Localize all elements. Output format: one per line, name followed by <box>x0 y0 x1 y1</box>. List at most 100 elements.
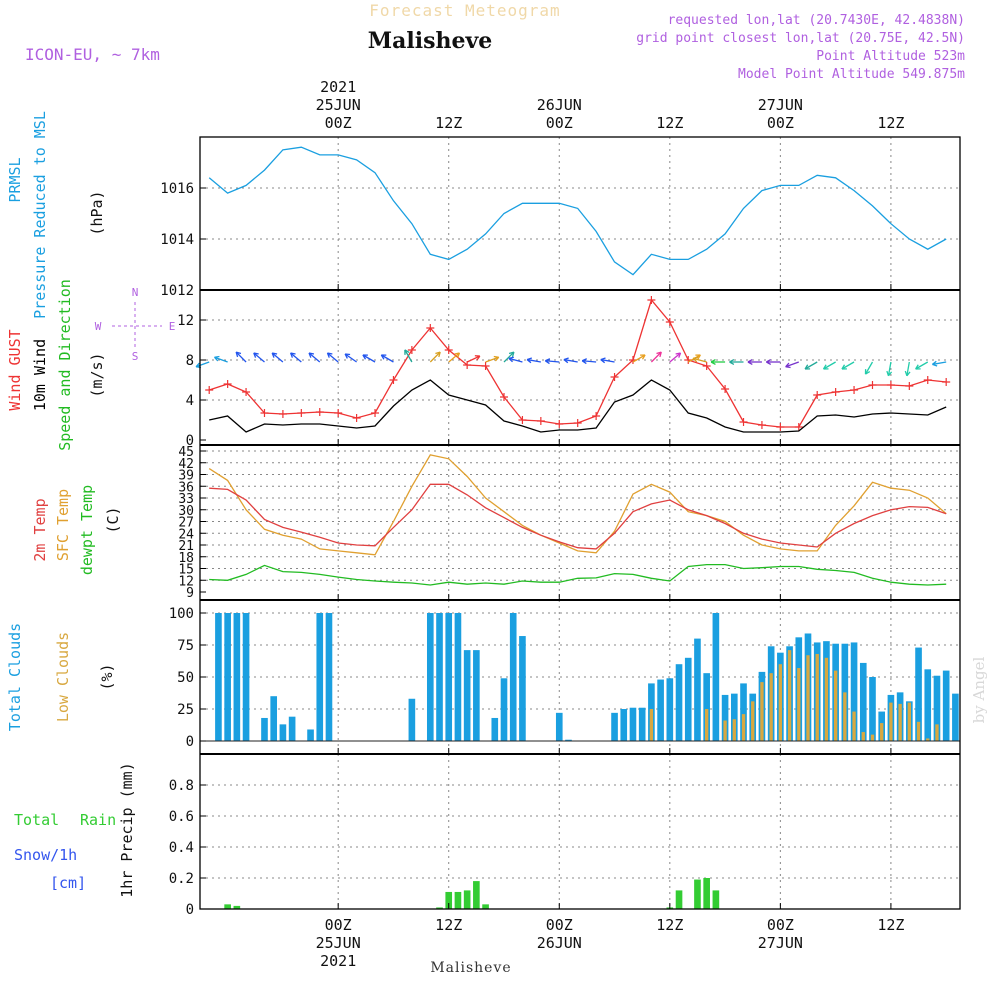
low-cloud-bar <box>732 719 736 741</box>
low-cloud-bar <box>898 703 902 741</box>
wind-arrow-head <box>563 357 569 364</box>
wind-arrow <box>563 358 578 363</box>
wind-tick-label: 12 <box>177 313 194 329</box>
gust-marker <box>297 409 306 417</box>
total-cloud-bar <box>491 717 499 741</box>
bottom-time-label: 12Z <box>435 916 462 934</box>
sfc-temp-label: SFC Temp <box>54 489 72 561</box>
wind-arrow-head <box>253 352 259 358</box>
compass-south: S <box>132 350 139 363</box>
low-cloud-bar <box>787 650 792 741</box>
low-cloud-bar <box>815 653 819 741</box>
wind-arrow <box>887 361 892 376</box>
wind-arrow-head <box>344 353 351 359</box>
total-cloud-bar <box>325 613 333 741</box>
total-cloud-bar <box>933 675 941 741</box>
total-cloud-bar <box>657 679 664 741</box>
gust-marker <box>813 391 822 399</box>
total-cloud-bar <box>261 717 268 741</box>
pressure-tick-label: 1014 <box>160 232 194 248</box>
total-cloud-bar <box>869 677 876 741</box>
wind-arrow-head <box>380 354 387 360</box>
total-cloud-bar <box>224 613 231 741</box>
total-cloud-bar <box>629 707 637 741</box>
gust-marker <box>518 416 527 424</box>
pressure-unit: (hPa) <box>88 190 106 235</box>
total-cloud-bar <box>712 613 720 741</box>
rain-bar <box>454 891 462 909</box>
total-cloud-bar <box>426 613 434 741</box>
wind-arrow <box>485 356 499 363</box>
gust-marker <box>371 409 380 417</box>
wind-arrow-head <box>675 352 682 358</box>
pressure-label-msl: Pressure Reduced to MSL <box>31 111 49 319</box>
bottom-time-label: 26JUN <box>537 934 582 952</box>
wind-arrow <box>448 352 460 363</box>
total-cloud-bar <box>316 613 324 741</box>
dewpt-temp-label: dewpt Temp <box>78 485 96 575</box>
top-time-label: 27JUN <box>758 96 803 114</box>
gust-marker <box>536 417 545 425</box>
low-cloud-bar <box>824 657 829 741</box>
wind-arrow-head <box>235 351 242 358</box>
rain-bar <box>473 881 480 909</box>
wind-arrow <box>864 361 874 375</box>
wind-arrow <box>503 351 515 363</box>
rain-bar <box>445 891 453 909</box>
bottom-time-label: 27JUN <box>758 934 803 952</box>
gust-marker <box>426 324 435 332</box>
low-cloud-bar <box>880 723 884 741</box>
total-cloud-bar <box>694 638 701 741</box>
temp-tick-label: 33 <box>178 492 194 507</box>
wind-arrow-head <box>710 359 716 365</box>
wind-direction-label: Speed and Direction <box>56 279 74 451</box>
wind-arrow-head <box>841 364 847 370</box>
total-cloud-bar <box>730 693 738 741</box>
top-time-label: 00Z <box>546 114 573 132</box>
wind-arrow-head <box>508 351 515 358</box>
gust-marker <box>260 409 269 417</box>
wind-10m-label: 10m Wind <box>31 339 49 411</box>
wind-arrow-head <box>822 364 829 370</box>
total-cloud-bar <box>924 669 932 741</box>
wind-arrow <box>692 357 707 363</box>
wind-arrow-head <box>290 352 296 358</box>
rain-label: Rain <box>80 811 116 829</box>
low-cloud-bar <box>769 673 773 741</box>
total-cloud-bar <box>915 647 922 741</box>
wind-arrow <box>785 361 800 368</box>
wind-arrow <box>466 355 481 363</box>
top-time-label: 12Z <box>656 114 683 132</box>
bottom-time-label: 00Z <box>767 916 794 934</box>
top-time-label: 00Z <box>325 114 352 132</box>
total-cloud-bar <box>463 650 471 741</box>
rain-bar <box>675 890 683 909</box>
top-time-label: 2021 <box>320 78 356 96</box>
wind-arrow <box>906 361 910 376</box>
low-cloud-bar <box>705 709 709 741</box>
temp-unit: (C) <box>104 506 122 533</box>
low-cloud-bar <box>649 709 654 741</box>
pressure-line <box>208 146 947 276</box>
credit: by Angel <box>970 656 988 723</box>
wind-arrow-head <box>729 359 735 365</box>
gust-marker <box>905 382 914 390</box>
low-cloud-bar <box>861 732 865 741</box>
low-cloud-bar <box>778 664 783 741</box>
gust-marker <box>500 393 508 401</box>
low-cloud-bar <box>926 738 930 741</box>
gust-marker <box>463 361 472 369</box>
wind-arrow <box>404 349 413 363</box>
total-cloud-bar <box>215 613 222 741</box>
wind-arrow-head <box>508 356 514 363</box>
total-cloud-bar <box>850 642 858 741</box>
temp-tick-label: 36 <box>178 480 194 495</box>
rain-bar <box>694 879 701 909</box>
model-point-altitude: Model Point Altitude 549.875m <box>738 67 965 82</box>
wind-arrow-head <box>326 352 333 358</box>
total-cloud-bar <box>666 678 674 741</box>
top-time-label: 00Z <box>767 114 794 132</box>
pressure-label-prmsl: PRMSL <box>6 157 24 202</box>
total-cloud-bar <box>288 716 296 741</box>
